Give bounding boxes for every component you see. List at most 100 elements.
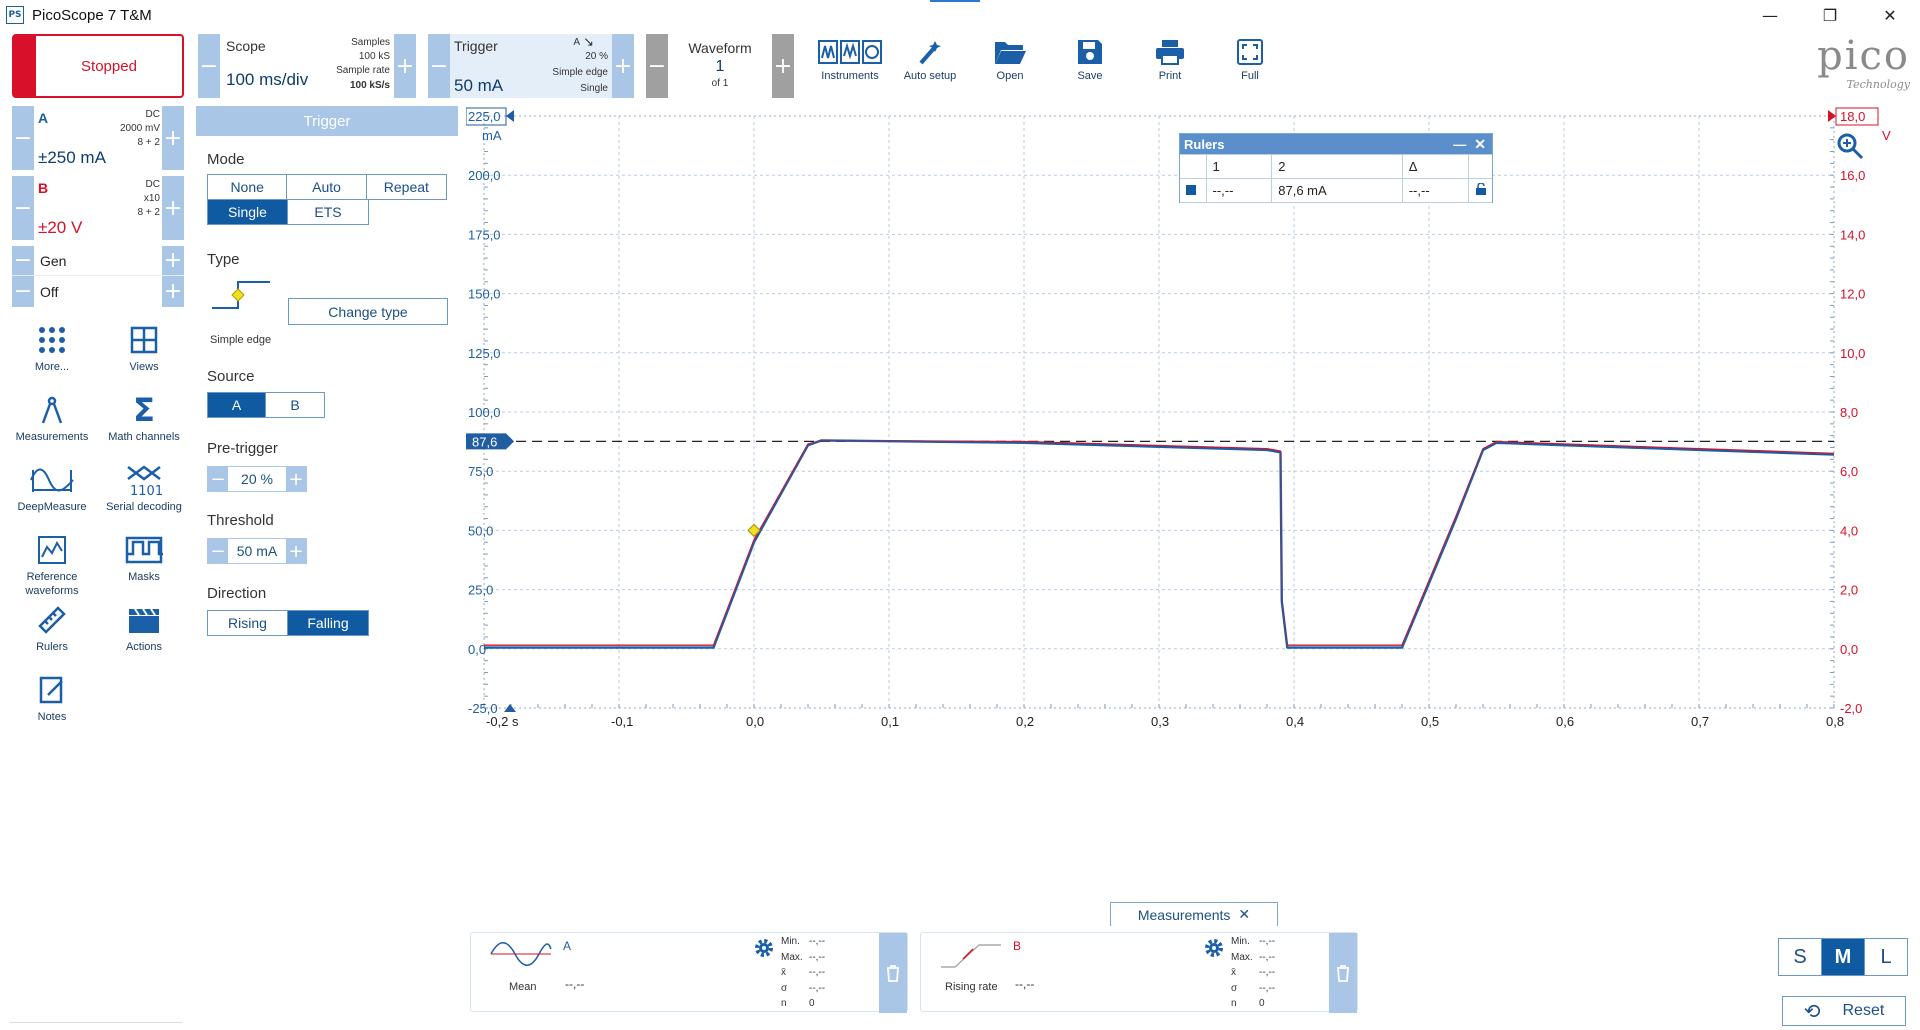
trigger-channel: A: [573, 37, 580, 48]
channel-a-range[interactable]: ±250 mA: [38, 148, 106, 167]
full-button[interactable]: Full: [1215, 34, 1285, 82]
measurement-panel-b[interactable]: B Rising rate --,-- Min. Max. x̄ σ n --,…: [920, 932, 1358, 1013]
direction-falling-button[interactable]: Falling: [288, 611, 368, 635]
scope-plot[interactable]: 225,0 200,0 175,0 150,0 125,0 100,0 75,0 50,0 25…: [466, 106, 1920, 896]
rulers-col-delta: Δ: [1401, 154, 1469, 179]
channel-a-range-decrease[interactable]: −: [12, 106, 34, 170]
print-button[interactable]: Print: [1135, 34, 1205, 82]
pretrigger-increase[interactable]: +: [286, 467, 306, 491]
masks-button[interactable]: Masks: [98, 530, 190, 584]
gen-label: Gen: [40, 252, 67, 269]
stat-max-label: Max.: [1231, 951, 1253, 963]
threshold-value[interactable]: 50 mA: [228, 539, 286, 563]
waveform-next-button[interactable]: +: [772, 34, 794, 98]
run-stop-button[interactable]: Stopped: [12, 34, 184, 98]
pretrigger-decrease[interactable]: −: [208, 467, 228, 491]
minimize-icon[interactable]: —: [1762, 5, 1778, 25]
mode-ets-button[interactable]: ETS: [288, 200, 368, 224]
rulers-panel[interactable]: Rulers — ✕ 1 2 Δ --,-- 87,6 mA --,--: [1179, 133, 1493, 203]
mode-auto-button[interactable]: Auto: [287, 175, 367, 199]
delete-measurement-a-button[interactable]: [879, 933, 907, 1013]
close-icon[interactable]: ✕: [1883, 5, 1897, 25]
measurements-close-icon[interactable]: ✕: [1238, 906, 1251, 922]
stat-min-label: Min.: [781, 936, 800, 947]
actions-button[interactable]: Actions: [98, 600, 190, 654]
pretrigger-value[interactable]: 20 %: [228, 467, 286, 491]
open-button[interactable]: Open: [975, 34, 1045, 82]
size-s-button[interactable]: S: [1779, 939, 1822, 975]
gen-decrease[interactable]: −: [12, 246, 34, 275]
stat-sigma-value: --,--: [1259, 982, 1276, 994]
more-button[interactable]: More...: [6, 320, 98, 374]
save-label: Save: [1077, 70, 1103, 82]
size-m-button[interactable]: M: [1822, 939, 1865, 975]
direction-rising-button[interactable]: Rising: [208, 611, 288, 635]
mode-none-button[interactable]: None: [208, 175, 288, 199]
gen-state[interactable]: Off: [40, 283, 59, 300]
timebase-increase-button[interactable]: +: [394, 34, 416, 98]
gear-icon[interactable]: [753, 937, 775, 964]
views-button[interactable]: Views: [98, 320, 190, 374]
trigger-level-value[interactable]: 50 mA: [454, 76, 504, 95]
auto-setup-button[interactable]: Auto setup: [895, 34, 965, 82]
rulers-spacer: [1467, 154, 1492, 179]
channel-a-range-increase[interactable]: +: [162, 106, 184, 170]
deepmeasure-button[interactable]: DeepMeasure: [6, 460, 98, 514]
zoom-icon[interactable]: [1836, 132, 1864, 165]
channel-b-range-increase[interactable]: +: [162, 176, 184, 240]
delete-measurement-b-button[interactable]: [1329, 933, 1357, 1013]
trigger-increase-button[interactable]: +: [612, 34, 634, 98]
rulers-button[interactable]: Rulers: [6, 600, 98, 654]
gen-increase[interactable]: +: [162, 246, 184, 275]
measurement-panel-a[interactable]: A Mean --,-- Min. Max. x̄ σ n --,-- --,-…: [470, 932, 908, 1013]
change-type-button[interactable]: Change type: [288, 298, 448, 325]
samples-value[interactable]: 100 kS: [358, 51, 390, 62]
ruler-lock-icon[interactable]: [1467, 178, 1492, 203]
waveform-index[interactable]: 1: [715, 58, 725, 75]
stat-max-label: Max.: [781, 951, 803, 963]
source-a-button[interactable]: A: [208, 393, 267, 417]
measurements-button[interactable]: Measurements: [6, 390, 98, 444]
mode-repeat-button[interactable]: Repeat: [366, 175, 447, 199]
ruler-2-value: 87,6 mA: [1271, 178, 1403, 203]
timebase-value[interactable]: 100 ms/div: [226, 70, 309, 89]
rulers-col-1: 1: [1205, 154, 1273, 179]
measurements-tab[interactable]: Measurements ✕: [1110, 902, 1278, 926]
source-b-button[interactable]: B: [266, 393, 324, 417]
mode-single-button[interactable]: Single: [208, 200, 288, 224]
restore-icon[interactable]: ❐: [1822, 5, 1838, 25]
timebase-decrease-button[interactable]: −: [198, 34, 220, 98]
stat-min-value: --,--: [809, 936, 826, 947]
channel-b-range[interactable]: ±20 V: [38, 218, 83, 237]
trigger-panel-title: Trigger: [196, 106, 458, 136]
waveform-previous-button[interactable]: −: [646, 34, 668, 98]
measurement-a-stat-labels: Min. Max. x̄ σ n: [781, 934, 803, 1012]
deepmeasure-label: DeepMeasure: [17, 501, 87, 513]
notes-button[interactable]: Notes: [6, 670, 98, 724]
scope-view[interactable]: 225,0 200,0 175,0 150,0 125,0 100,0 75,0 50,0 25…: [466, 106, 1920, 896]
rulers-col-2: 2: [1271, 154, 1403, 179]
instruments-button[interactable]: Instruments: [815, 34, 885, 82]
rulers-minimize-icon[interactable]: —: [1453, 136, 1467, 152]
gen-state-decrease[interactable]: −: [12, 276, 34, 307]
reference-waveforms-button[interactable]: Reference waveforms: [6, 530, 98, 598]
save-button[interactable]: Save: [1055, 34, 1125, 82]
trigger-decrease-button[interactable]: −: [428, 34, 450, 98]
measurement-b-value: --,--: [1015, 977, 1035, 991]
channel-b-range-decrease[interactable]: −: [12, 176, 34, 240]
gear-icon[interactable]: [1203, 937, 1225, 964]
right-axis-tick-label: 10,0: [1840, 346, 1865, 361]
rulers-close-icon[interactable]: ✕: [1474, 135, 1486, 152]
title-bar: PS PicoScope 7 T&M — ❐ ✕: [0, 0, 1920, 30]
math-channels-button[interactable]: Σ Math channels: [98, 390, 190, 444]
gen-state-increase[interactable]: +: [162, 276, 184, 307]
size-l-button[interactable]: L: [1880, 945, 1892, 968]
print-label: Print: [1158, 70, 1182, 82]
open-label: Open: [996, 70, 1024, 82]
reset-button[interactable]: ⟲ Reset: [1782, 996, 1906, 1026]
threshold-decrease[interactable]: −: [208, 539, 228, 563]
save-icon: [1055, 34, 1125, 70]
serial-decoding-button[interactable]: 1101 Serial decoding: [98, 460, 190, 514]
threshold-increase[interactable]: +: [286, 539, 306, 563]
mode-row-2: Single ETS: [207, 199, 369, 225]
